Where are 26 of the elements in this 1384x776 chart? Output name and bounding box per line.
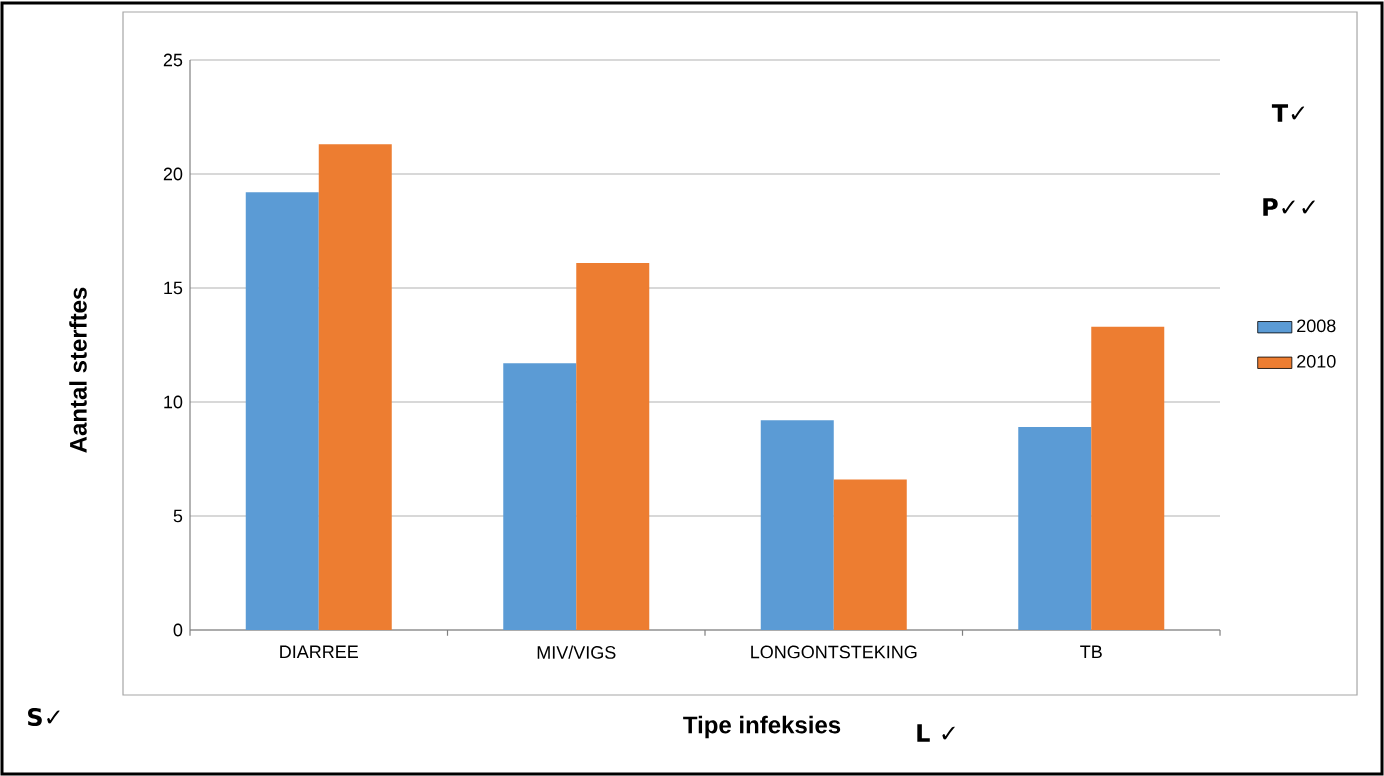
y-tick-label: 10 [164,395,183,409]
legend-label: 2008 [1297,319,1336,333]
x-tick-label: TB [1080,645,1102,658]
y-tick-label: 5 [173,509,183,523]
bar [503,363,577,630]
legend-label: 2010 [1297,354,1336,368]
bar [1091,326,1165,630]
bar [760,420,834,630]
bar [1018,427,1092,630]
x-tick-label: MIV/VIGS [537,645,616,659]
y-tick-label: 20 [163,167,183,181]
y-tick-label: 25 [163,53,183,67]
text: P✓✓ [1263,198,1315,216]
bar [833,479,907,630]
bar [245,192,319,630]
text: S✓ [28,707,60,727]
y-axis-title: Aantal sterftes [69,287,87,453]
x-tick-label: DIARREE [280,645,358,658]
text: T✓ [1271,104,1305,122]
y-tick-label: 0 [173,623,183,637]
x-axis-title: Tipe infeksies [683,715,841,739]
bar [576,262,650,630]
x-tick-label: LONGONTSTEKING [751,645,917,659]
bar [318,144,392,630]
y-tick-label: 15 [164,281,183,295]
text: L ✓ [917,724,955,742]
